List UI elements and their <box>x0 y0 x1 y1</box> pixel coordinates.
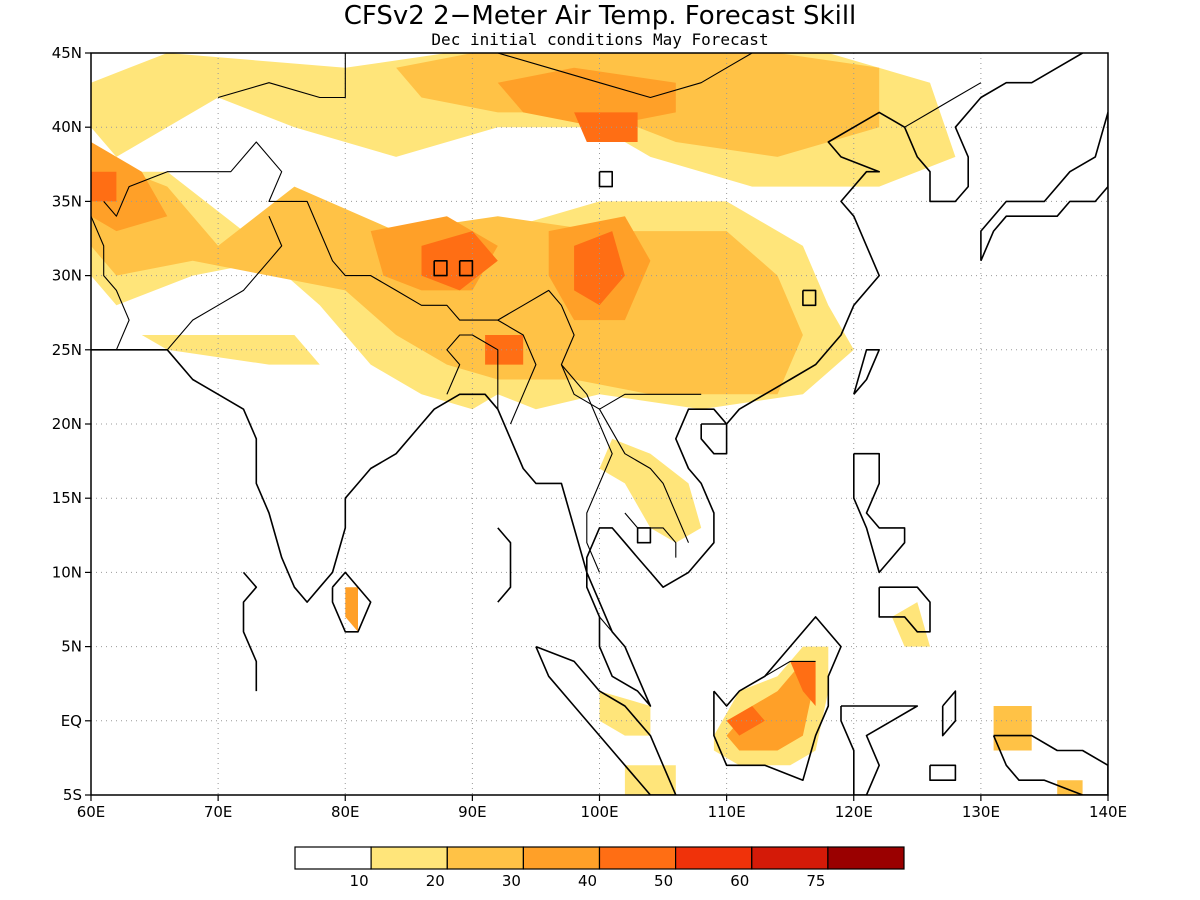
coastline <box>992 734 1108 795</box>
y-tick-label: 25N <box>52 341 82 359</box>
latitude-axis: 45N 40N 35N 30N 25N 20N 15N 10N 5N EQ 5S <box>52 44 91 804</box>
y-tick-label: 10N <box>52 563 82 581</box>
skill-region-20 <box>599 438 702 543</box>
country-border <box>764 660 816 677</box>
skill-region-22 <box>345 587 358 632</box>
coastline <box>840 705 919 795</box>
lake-outline <box>458 259 474 277</box>
coastline <box>878 586 931 633</box>
colorbar-label: 10 <box>350 872 369 890</box>
skill-region-2 <box>141 335 320 365</box>
lake-outline <box>802 289 817 307</box>
country-border <box>599 408 690 543</box>
y-tick-label: 35N <box>52 192 82 210</box>
figure-subtitle: Dec initial conditions May Forecast <box>431 30 768 49</box>
skill-region-16 <box>726 706 765 736</box>
colorbar-label: 40 <box>578 872 597 890</box>
coastline <box>91 53 1084 707</box>
skill-region-12 <box>91 171 117 202</box>
x-tick-label: 120E <box>835 803 873 821</box>
colorbar-swatch-6 <box>751 846 829 870</box>
figure-title: CFSv2 2−Meter Air Temp. Forecast Skill <box>344 1 857 31</box>
colorbar-legend: 10 20 30 40 50 60 75 <box>294 846 905 890</box>
country-border <box>904 82 982 128</box>
longitude-axis: 60E 70E 80E 90E 100E 110E 120E 130E 140E <box>77 795 1127 821</box>
country-border <box>560 364 613 573</box>
coastline <box>242 571 258 692</box>
y-tick-label: 30N <box>52 267 82 285</box>
x-tick-label: 110E <box>708 803 746 821</box>
coastline <box>535 645 677 795</box>
colorbar-swatch-4 <box>598 846 677 870</box>
x-tick-label: 90E <box>458 803 487 821</box>
colorbar-swatch-5 <box>674 846 753 870</box>
skill-region-13 <box>485 335 524 365</box>
country-border <box>217 53 346 99</box>
country-border <box>103 141 702 410</box>
colorbar-label: 50 <box>654 872 673 890</box>
x-tick-label: 60E <box>77 803 106 821</box>
country-border <box>624 512 677 558</box>
skill-region-18 <box>599 691 651 736</box>
coastline <box>929 764 957 782</box>
skill-region-24 <box>1057 780 1083 795</box>
colorbar-swatch-3 <box>522 846 601 870</box>
country-border <box>497 319 537 425</box>
coastline <box>331 571 372 633</box>
colorbar-label: 75 <box>806 872 825 890</box>
country-border <box>345 53 755 99</box>
country-border <box>91 215 130 351</box>
map-area <box>91 53 1108 795</box>
y-tick-label: 45N <box>52 44 82 62</box>
colorbar-swatch-7 <box>827 846 905 870</box>
coastline <box>980 111 1108 262</box>
colorbar-swatch-2 <box>446 846 524 870</box>
coastline <box>713 616 842 782</box>
x-tick-label: 130E <box>962 803 1000 821</box>
colorbar-label: 30 <box>502 872 521 890</box>
lake-outline <box>433 259 448 277</box>
coastline <box>700 423 728 455</box>
x-tick-label: 140E <box>1089 803 1127 821</box>
colorbar-swatch-1 <box>370 846 448 870</box>
x-tick-label: 70E <box>204 803 233 821</box>
skill-region-23 <box>993 706 1032 751</box>
y-tick-label: 40N <box>52 118 82 136</box>
colorbar-label: 60 <box>730 872 749 890</box>
lakes-layer <box>433 170 817 544</box>
country-border <box>599 616 613 633</box>
skill-region-19 <box>624 765 676 795</box>
lake-outline <box>598 170 614 188</box>
colorbar-swatch-0 <box>294 846 372 870</box>
coastline <box>497 527 512 603</box>
country-border <box>166 215 283 351</box>
y-tick-label: EQ <box>61 712 82 730</box>
x-tick-label: 100E <box>580 803 618 821</box>
y-tick-label: 5S <box>63 786 82 804</box>
x-tick-label: 80E <box>331 803 360 821</box>
y-tick-label: 20N <box>52 415 82 433</box>
coastline <box>853 348 881 395</box>
country-borders-layer <box>91 53 982 677</box>
skill-region-8 <box>497 67 676 128</box>
skill-region-17 <box>790 661 816 706</box>
skill-region-11 <box>574 112 638 142</box>
y-tick-label: 15N <box>52 489 82 507</box>
colorbar-label: 20 <box>426 872 445 890</box>
coastline <box>852 452 906 574</box>
coastlines-layer <box>91 53 1108 795</box>
coastline <box>941 690 957 737</box>
y-tick-label: 5N <box>61 638 82 656</box>
country-border <box>446 334 499 410</box>
